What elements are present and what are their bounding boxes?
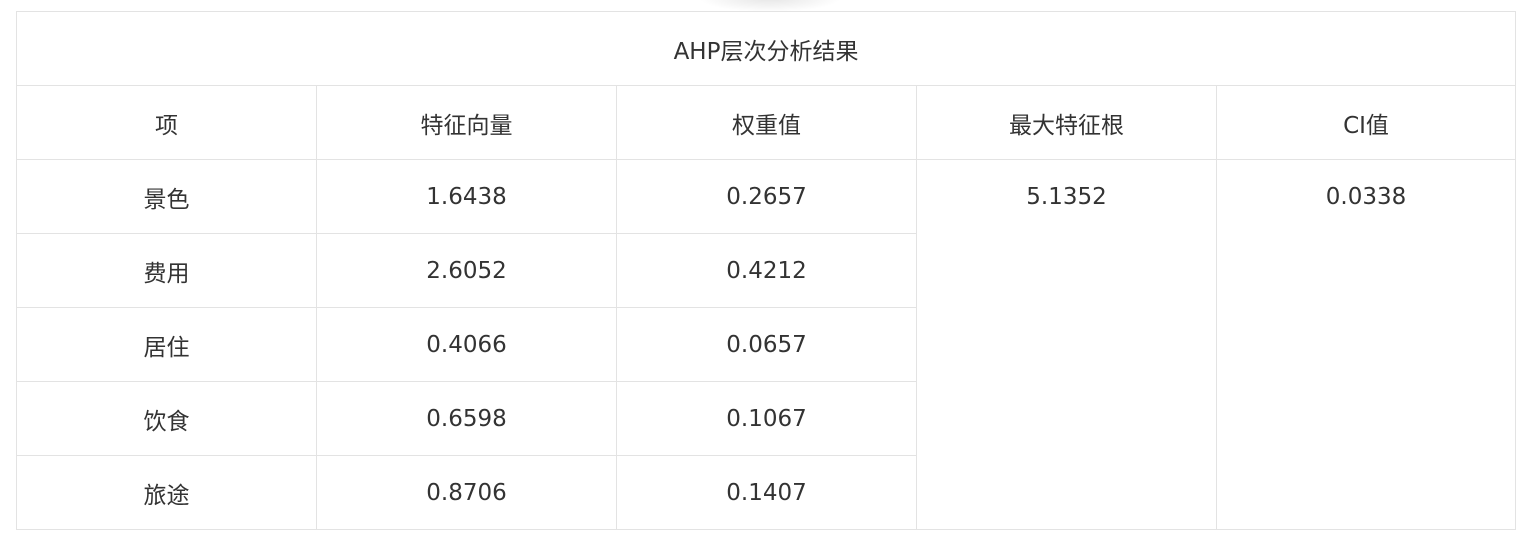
cell-item: 费用 [16,233,317,308]
cell-max-eigenvalue: 5.1352 [916,159,1217,530]
cell-weight: 0.2657 [616,159,917,234]
cell-item: 景色 [16,159,317,234]
header-item: 项 [16,85,317,160]
cell-weight: 0.1407 [616,455,917,530]
cell-weight: 0.0657 [616,307,917,382]
cell-weight: 0.4212 [616,233,917,308]
cell-weight: 0.1067 [616,381,917,456]
table-row: 景色 1.6438 0.2657 5.1352 0.0338 [16,159,1517,530]
cell-eigenvector: 0.4066 [316,307,617,382]
cell-eigenvector: 0.8706 [316,455,617,530]
cell-item: 居住 [16,307,317,382]
table-row: 费用 2.6052 0.4212 [16,233,1516,308]
ahp-results-table: AHP层次分析结果 项 特征向量 权重值 最大特征根 CI值 景色 1.6438… [15,11,1517,530]
cell-item: 饮食 [16,381,317,456]
header-ci-value: CI值 [1215,85,1517,160]
header-max-eigenvalue: 最大特征根 [916,85,1217,160]
table-header-row: 项 特征向量 权重值 最大特征根 CI值 [16,85,1517,160]
table-row: 饮食 0.6598 0.1067 [16,381,1516,456]
cell-eigenvector: 2.6052 [316,233,617,308]
header-weight: 权重值 [616,85,917,160]
table-title: AHP层次分析结果 [15,11,1517,86]
cell-eigenvector: 1.6438 [316,159,617,234]
cell-item: 旅途 [16,455,317,530]
cell-ci-value: 0.0338 [1215,159,1517,530]
cell-eigenvector: 0.6598 [316,381,617,456]
table-title-row: AHP层次分析结果 [15,11,1517,86]
header-eigenvector: 特征向量 [316,85,617,160]
table-row: 旅途 0.8706 0.1407 [16,455,1516,530]
